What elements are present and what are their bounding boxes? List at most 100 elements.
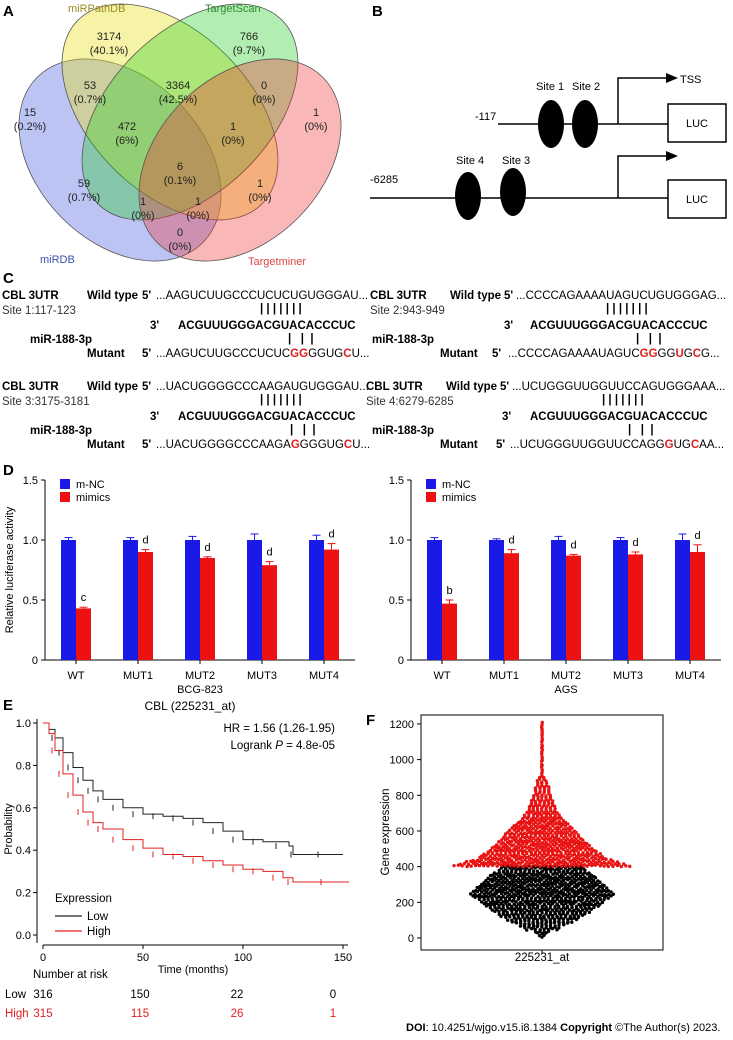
swarm-point-high (494, 843, 499, 847)
five-prime: 5' (142, 290, 152, 302)
swarm-point-high (540, 793, 544, 797)
venn-count-dt: 59 (78, 178, 90, 190)
swarm-point-high (574, 854, 579, 859)
swarm-point-high (609, 862, 613, 866)
bar-mimics (504, 553, 519, 660)
swarm-point-low (486, 902, 491, 907)
swarm-point-low (553, 875, 557, 879)
swarm-point-low (563, 881, 568, 885)
pair-bars: | | | | | | | (606, 303, 648, 315)
swarm-point-high (548, 854, 553, 859)
swarm-point-high (596, 858, 600, 862)
bar-mnc (61, 540, 76, 660)
swarm-point-high (529, 824, 533, 829)
swarm-point-low (488, 883, 492, 887)
swarm-point-high (512, 852, 516, 857)
swarm-point-low (527, 922, 531, 926)
swarm-point-low (542, 896, 547, 900)
swarm-point-low (499, 885, 504, 889)
bar-chart-bcg823: Relative luciferase activity 0 0.5 1.0 1.5 WT… (4, 475, 355, 695)
swarm-point-low (568, 914, 572, 918)
swarm-point-low (540, 890, 544, 895)
swarm-point-low (484, 890, 489, 894)
swarm-point-low (512, 892, 516, 896)
venn-pct-ptm: (0%) (221, 135, 244, 147)
swarm-point-low (566, 886, 570, 891)
swarm-point-low (499, 873, 503, 877)
swarm-point-low (600, 900, 605, 905)
swarm-point-low (511, 873, 516, 877)
swarm-point-high (499, 852, 503, 857)
swarm-point-low (510, 904, 514, 909)
mutated-base: G (639, 348, 649, 360)
swarm-point-high (509, 849, 514, 853)
bar-x-tick-label: WT (67, 670, 84, 682)
swarm-point-low (542, 914, 546, 918)
swarm-point-high (525, 860, 529, 864)
swarm-point-high (574, 845, 579, 849)
mutant-label: Mutant (87, 439, 125, 451)
swarm-point-low (561, 917, 566, 921)
swarm-point-low (594, 897, 598, 901)
swarm-point-high (490, 851, 495, 855)
swarm-point-low (557, 882, 562, 886)
swarm-point-high (507, 839, 512, 843)
swarm-point-high (452, 863, 456, 868)
base: A (699, 439, 707, 451)
venn-label-targetscan: TargetScan (205, 3, 261, 15)
swarm-point-high (561, 818, 566, 823)
venn-label-targetminer: Targetminer (248, 256, 306, 268)
swarm-point-high (523, 862, 527, 867)
site2-label: Site 2 (572, 81, 600, 93)
swarm-point-high (516, 842, 521, 846)
swarm-point-low (529, 908, 534, 912)
venn-pct-pm: (0%) (248, 192, 271, 204)
swarm-point-low (525, 908, 529, 913)
swarm-point-high (572, 852, 577, 857)
bar-x-tick-label: MUT4 (675, 670, 705, 682)
swarm-point-high (488, 854, 492, 858)
swarm-point-high (550, 829, 555, 833)
swarm-point-low (559, 896, 564, 901)
swarm-point-low (520, 891, 525, 896)
swarm-point-low (501, 903, 505, 908)
swarm-point-low (576, 888, 581, 893)
swarm-point-low (555, 902, 559, 906)
swarm-point-high (548, 826, 552, 831)
base: G (308, 348, 318, 360)
kaplan-meier-plot: CBL (225231_at) HR = 1.56 (1.26-1.95) Lo… (3, 699, 352, 1020)
swarm-point-low (474, 889, 478, 893)
swarm-point-high (516, 833, 521, 837)
swarm-point-high (524, 841, 529, 846)
swarm-point-high (536, 797, 540, 802)
base: G (666, 348, 676, 360)
swarm-point-high (529, 842, 533, 847)
mutated-base: G (290, 439, 300, 451)
swarm-point-low (497, 894, 501, 899)
km-curve-high (43, 722, 349, 883)
mutant-label: Mutant (440, 439, 478, 451)
swarm-point-high (565, 848, 570, 853)
swarm-point-high (570, 862, 574, 867)
venn-label-mirpathdb: miRPathDB (68, 3, 125, 15)
swarm-point-low (484, 894, 489, 898)
swarm-point-high (519, 831, 523, 835)
panel-letter-a: A (3, 3, 14, 20)
venn-set-targetscan (81, 3, 299, 221)
swarm-point-high (518, 855, 522, 859)
swarm-point-high (594, 852, 598, 856)
bar-x-tick-label: MUT3 (613, 670, 643, 682)
venn-pct-dt: (0.7%) (68, 192, 100, 204)
swarm-point-low (578, 887, 583, 891)
km-y-tick-label: 0.2 (16, 888, 31, 900)
gene-label: CBL 3UTR (2, 381, 59, 393)
swarm-point-low (514, 882, 518, 887)
swarm-point-low (510, 911, 514, 916)
swarm-point-low (570, 886, 574, 891)
five-prime: 5' (504, 290, 514, 302)
swarm-point-high (602, 856, 607, 861)
swarm-point-low (592, 890, 596, 895)
panel-letter-e: E (3, 697, 14, 714)
swarm-point-low (533, 916, 538, 920)
km-x-tick-label: 150 (334, 952, 352, 964)
